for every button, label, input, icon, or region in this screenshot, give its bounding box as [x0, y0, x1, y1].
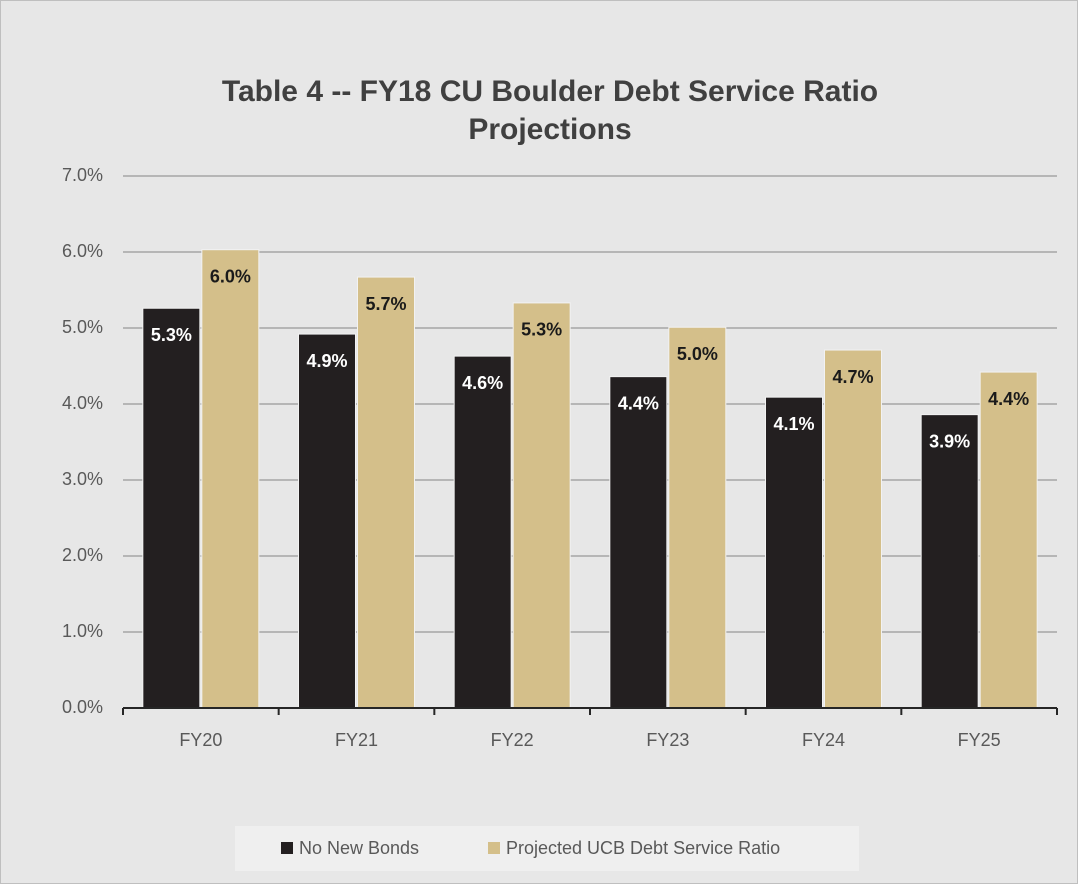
y-tick-label: 7.0% [62, 165, 103, 185]
bar [298, 333, 356, 709]
y-tick-label: 6.0% [62, 241, 103, 261]
bar [979, 371, 1038, 709]
data-label: 5.7% [365, 294, 406, 314]
data-label: 6.0% [210, 266, 251, 286]
data-label: 5.3% [521, 320, 562, 340]
x-tick-label: FY25 [958, 730, 1001, 750]
data-label: 4.4% [618, 393, 659, 413]
bar [609, 376, 668, 709]
bar [357, 276, 415, 709]
data-label: 4.9% [306, 351, 347, 371]
x-tick-label: FY22 [491, 730, 534, 750]
x-tick-label: FY21 [335, 730, 378, 750]
legend-label: No New Bonds [299, 838, 419, 858]
data-label: 3.9% [929, 431, 970, 451]
y-tick-label: 3.0% [62, 469, 103, 489]
bar [824, 349, 882, 709]
bar [142, 307, 201, 709]
data-label: 4.1% [773, 414, 814, 434]
y-tick-label: 2.0% [62, 545, 103, 565]
legend-box [235, 826, 859, 871]
bar [453, 355, 512, 709]
y-tick-label: 5.0% [62, 317, 103, 337]
x-tick-label: FY20 [179, 730, 222, 750]
data-label: 4.6% [462, 373, 503, 393]
data-label: 4.7% [832, 367, 873, 387]
data-label: 4.4% [988, 389, 1029, 409]
chart-title: Table 4 -- FY18 CU Boulder Debt Service … [221, 75, 879, 146]
legend-swatch [488, 842, 500, 854]
data-label: 5.0% [677, 344, 718, 364]
data-label: 5.3% [151, 325, 192, 345]
y-tick-label: 1.0% [62, 621, 103, 641]
bar [201, 249, 260, 709]
x-tick-label: FY23 [646, 730, 689, 750]
bar [512, 302, 571, 709]
y-tick-label: 0.0% [62, 697, 103, 717]
bar [920, 414, 979, 709]
bar [765, 396, 823, 709]
legend-label: Projected UCB Debt Service Ratio [506, 838, 780, 858]
x-tick-label: FY24 [802, 730, 845, 750]
bar [668, 326, 727, 709]
y-tick-label: 4.0% [62, 393, 103, 413]
legend-swatch [281, 842, 293, 854]
